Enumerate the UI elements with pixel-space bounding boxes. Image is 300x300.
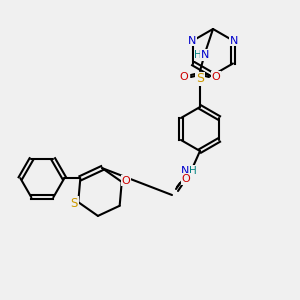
Text: O: O <box>182 174 190 184</box>
Text: O: O <box>212 72 220 82</box>
Text: N: N <box>230 35 238 46</box>
Text: S: S <box>70 196 78 210</box>
Text: H: H <box>194 50 202 60</box>
Text: O: O <box>122 176 130 186</box>
Text: N: N <box>188 35 196 46</box>
Text: S: S <box>196 73 204 85</box>
Text: O: O <box>180 72 188 82</box>
Text: N: N <box>181 166 189 176</box>
Text: H: H <box>189 166 197 176</box>
Text: N: N <box>201 50 209 60</box>
